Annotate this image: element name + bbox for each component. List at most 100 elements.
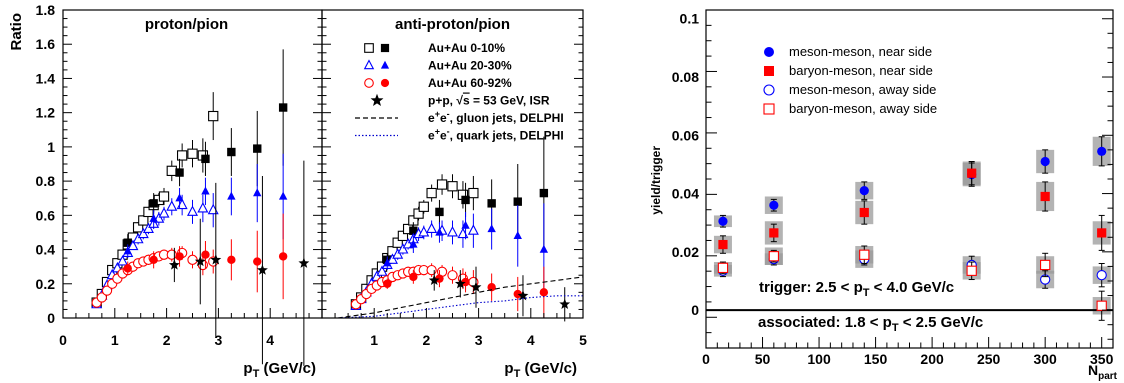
data-point-open bbox=[447, 181, 458, 192]
plot-frame bbox=[705, 9, 1114, 349]
data-point bbox=[1097, 228, 1107, 238]
data-point-filled bbox=[409, 272, 418, 282]
x-axis-label: pT (GeV/c) bbox=[504, 360, 577, 380]
x-tick-label: 1 bbox=[370, 332, 378, 348]
data-point bbox=[859, 249, 870, 260]
data-point-open bbox=[137, 227, 149, 239]
data-point-star bbox=[168, 259, 180, 270]
data-point bbox=[1040, 156, 1050, 167]
data-point-filled bbox=[487, 283, 496, 292]
data-point bbox=[769, 200, 779, 210]
data-point-open bbox=[208, 110, 219, 122]
yield-per-trigger-panel: 0 50 100 150 200 250 300 350 0 0.02 0.04 0.06 0.08 0.… bbox=[649, 9, 1118, 382]
legend-label: Au+Au 60-92% bbox=[428, 76, 512, 90]
data-point bbox=[1096, 270, 1107, 281]
proton-pion-panel: 0 1 2 3 4 proton/pion pT (GeV/c) 0 0.2 0.4 0.6 0.8 1… bbox=[8, 2, 323, 380]
data-point-star bbox=[517, 290, 529, 301]
data-point-open bbox=[413, 208, 424, 219]
data-point-filled bbox=[227, 255, 236, 265]
data-point-filled bbox=[539, 288, 549, 297]
data-point-open bbox=[166, 165, 177, 176]
x-tick-label: 2 bbox=[423, 332, 431, 348]
data-point bbox=[1040, 191, 1050, 202]
legend-entry: baryon-meson, near side bbox=[764, 63, 933, 78]
series-baryon-meson-near-side bbox=[718, 161, 1107, 254]
data-point-filled bbox=[539, 188, 549, 198]
legend-entry: Au+Au 0-10% bbox=[364, 41, 505, 55]
data-point-filled bbox=[175, 168, 184, 177]
series-p-p-s-53-gev-isr bbox=[168, 160, 310, 366]
data-point-open bbox=[197, 202, 209, 213]
series-au-au-20-30- bbox=[91, 153, 288, 309]
x-tick-label: 200 bbox=[920, 351, 944, 367]
series-p-p-s-53-gev-isr bbox=[428, 266, 571, 322]
jet-curve bbox=[337, 276, 584, 319]
data-point-open bbox=[96, 292, 107, 303]
legend-marker-filled bbox=[380, 43, 390, 53]
data-point-filled bbox=[253, 188, 262, 197]
legend-marker bbox=[763, 84, 775, 96]
y-tick-label: 0.4 bbox=[36, 242, 56, 258]
x-tick-label: 3 bbox=[215, 332, 223, 348]
data-point-open bbox=[426, 187, 437, 199]
x-tick-label: 4 bbox=[266, 332, 274, 348]
data-point-filled bbox=[383, 258, 392, 267]
data-point-filled bbox=[253, 257, 262, 266]
associated-annotation: associated: 1.8 < pT < 2.5 GeV/c bbox=[758, 314, 983, 334]
data-point-filled bbox=[123, 238, 132, 247]
series-e-e-gluon-jets-delphi bbox=[337, 276, 584, 319]
y-tick-label: 1.2 bbox=[36, 105, 56, 121]
data-point-open bbox=[142, 222, 154, 234]
legend-label: Au+Au 20-30% bbox=[428, 59, 512, 73]
x-tick-label: 4 bbox=[527, 332, 535, 348]
data-point-filled bbox=[123, 264, 132, 273]
legend: meson-meson, near side baryon-meson, near… bbox=[763, 44, 937, 116]
series-baryon-meson-away-side bbox=[717, 245, 1107, 321]
y-tick-label: 0.02 bbox=[672, 244, 699, 260]
data-point-star bbox=[454, 278, 466, 289]
data-point-star bbox=[298, 257, 310, 268]
data-point-open bbox=[158, 207, 170, 218]
legend: Au+Au 0-10% Au+Au 20-30% Au+Au 60-92% p+p, … bbox=[355, 41, 564, 143]
y-tick-label: 0.8 bbox=[36, 173, 56, 189]
data-point-filled bbox=[513, 231, 522, 240]
data-point-open bbox=[447, 270, 458, 281]
x-tick-label: 150 bbox=[864, 351, 888, 367]
data-point bbox=[718, 216, 728, 226]
legend-label: meson-meson, away side bbox=[789, 82, 936, 97]
data-point-open bbox=[138, 215, 149, 226]
data-point-open bbox=[392, 248, 404, 259]
data-point bbox=[717, 262, 729, 274]
series-au-au-60-92- bbox=[350, 263, 549, 318]
legend-entry: e+e-, quark jets, DELPHI bbox=[355, 127, 564, 143]
data-point-open bbox=[158, 191, 170, 202]
data-point-filled bbox=[409, 226, 418, 235]
y-tick-label: 0.06 bbox=[672, 127, 699, 143]
data-point-open bbox=[376, 265, 388, 276]
legend-label: Au+Au 0-10% bbox=[428, 41, 505, 55]
legend-label: baryon-meson, near side bbox=[789, 63, 933, 78]
data-point-star bbox=[194, 255, 206, 267]
legend-marker-open bbox=[363, 59, 375, 70]
y-tick-label: 1.8 bbox=[36, 2, 56, 18]
data-point-filled bbox=[278, 191, 288, 200]
data-point-open bbox=[418, 225, 430, 237]
x-tick-label: 5 bbox=[579, 332, 587, 348]
legend-entry: e+e-, gluon jets, DELPHI bbox=[355, 109, 564, 125]
data-point-filled bbox=[123, 246, 132, 255]
data-point-filled bbox=[409, 239, 418, 248]
data-point-open bbox=[132, 222, 144, 233]
legend-marker-open bbox=[364, 78, 374, 88]
data-point-open bbox=[436, 179, 448, 190]
data-point-open bbox=[446, 225, 459, 237]
data-point-open bbox=[166, 200, 178, 211]
y-tick-label: 0.6 bbox=[36, 207, 56, 223]
y-tick-label: 0.08 bbox=[672, 69, 699, 85]
data-point-filled bbox=[149, 199, 158, 208]
legend-label: p+p, √s = 53 GeV, ISR bbox=[428, 94, 550, 108]
data-point-open bbox=[426, 264, 437, 276]
antiproton-pion-panel: 1 2 3 4 5 anti-proton/pion pT (GeV/c) Au+Au 0-1… bbox=[321, 9, 587, 380]
x-axis-label: Npart bbox=[1088, 362, 1118, 382]
legend-marker bbox=[763, 103, 775, 115]
